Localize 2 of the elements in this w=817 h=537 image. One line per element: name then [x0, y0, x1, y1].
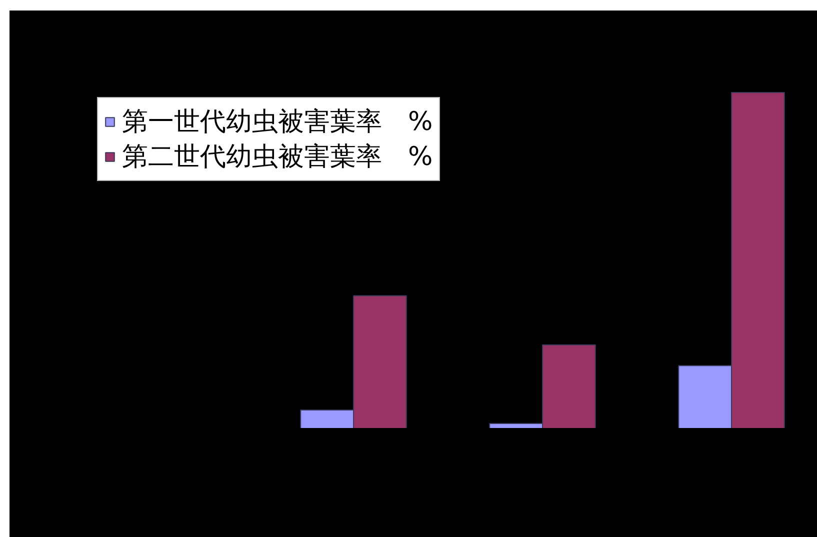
legend-label: 第一世代幼虫被害葉率 % [122, 106, 433, 139]
legend-label: 第二世代幼虫被害葉率 % [122, 141, 433, 174]
